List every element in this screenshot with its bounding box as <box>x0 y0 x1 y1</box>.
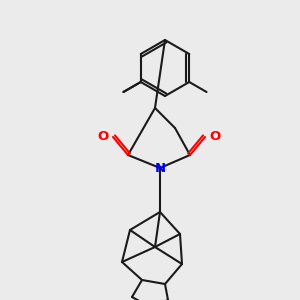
Text: O: O <box>209 130 220 143</box>
Text: N: N <box>154 161 166 175</box>
Text: O: O <box>98 130 109 143</box>
